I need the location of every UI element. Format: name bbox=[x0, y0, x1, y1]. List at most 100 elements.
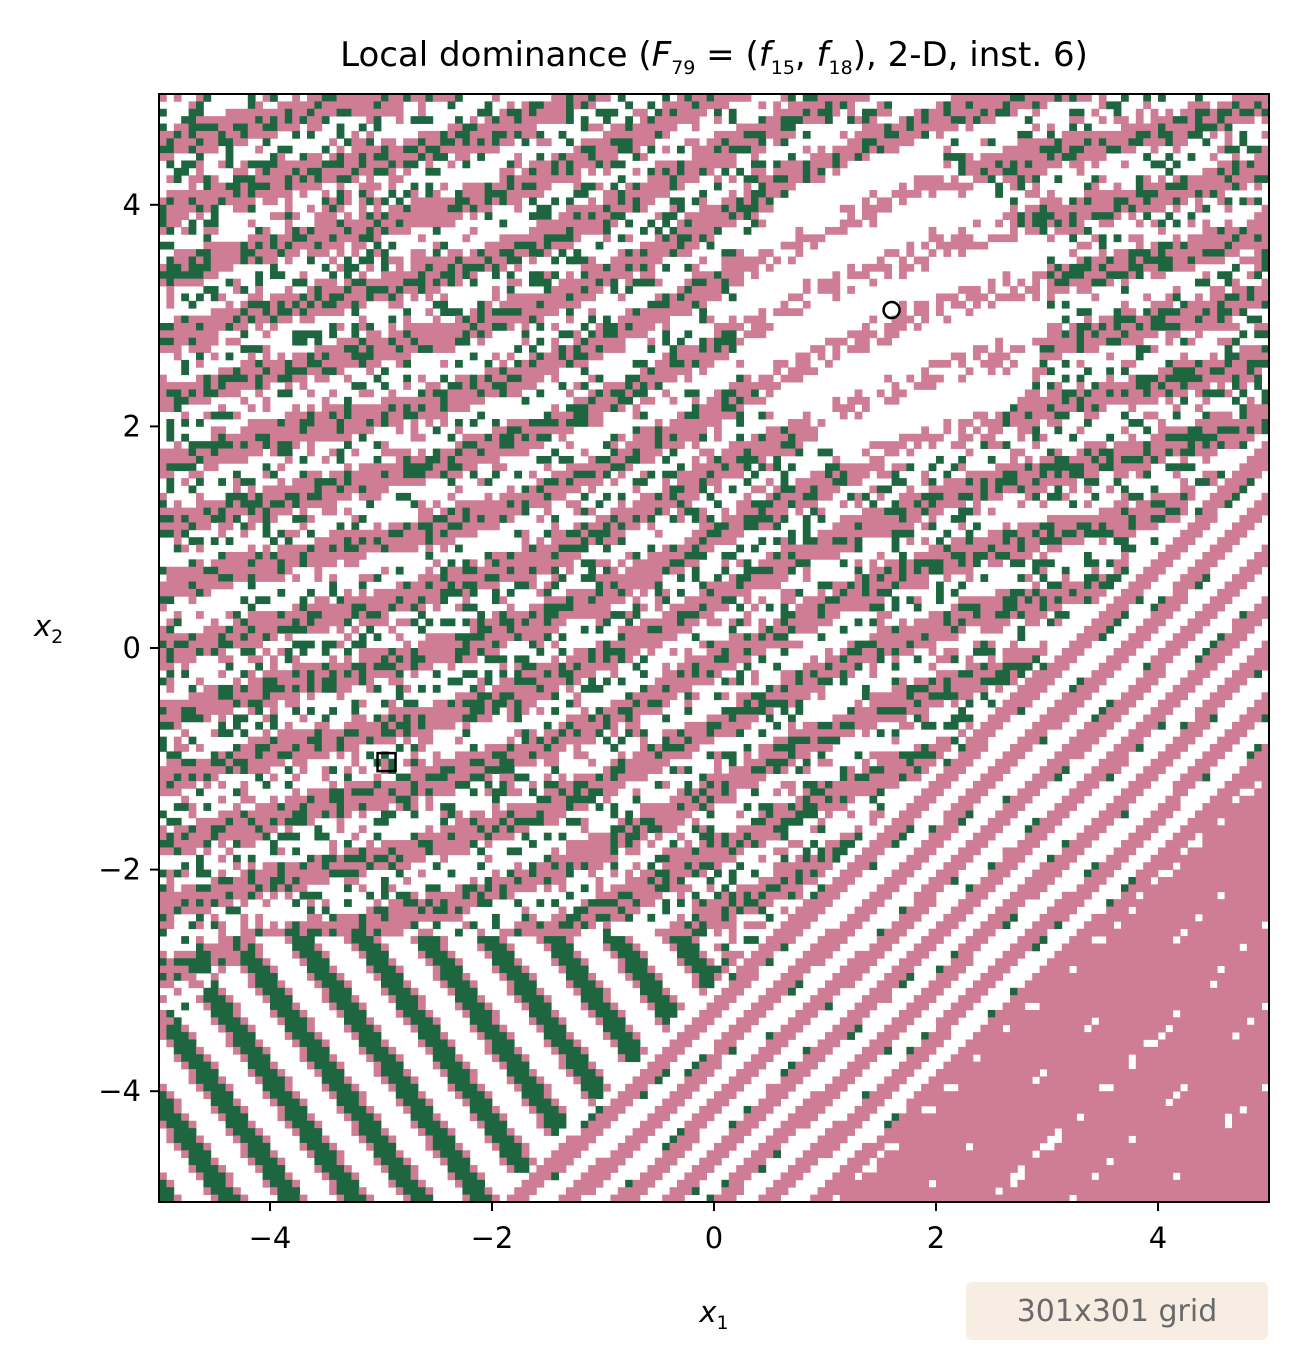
heatmap-cell bbox=[188, 507, 197, 516]
heatmap-cell bbox=[810, 234, 818, 243]
heatmap-cell bbox=[1150, 308, 1159, 316]
heatmap-cell bbox=[1076, 330, 1085, 339]
heatmap-cell bbox=[1202, 249, 1211, 257]
heatmap-cell bbox=[921, 175, 929, 184]
heatmap-cell bbox=[1135, 116, 1144, 124]
heatmap-cell bbox=[736, 411, 744, 420]
heatmap-cell bbox=[395, 226, 404, 235]
heatmap-cell bbox=[751, 382, 759, 390]
heatmap-cell bbox=[1039, 160, 1048, 169]
heatmap-cell bbox=[810, 470, 818, 479]
heatmap-cell bbox=[292, 234, 300, 243]
heatmap-cell bbox=[521, 293, 530, 302]
heatmap-cell bbox=[284, 433, 293, 442]
heatmap-cell bbox=[1202, 300, 1211, 309]
heatmap-cell bbox=[329, 492, 337, 501]
heatmap-cell bbox=[181, 389, 189, 398]
heatmap-cell bbox=[936, 130, 944, 139]
heatmap-cell bbox=[647, 500, 656, 509]
heatmap-cell bbox=[603, 108, 611, 117]
heatmap-cell bbox=[543, 411, 552, 420]
heatmap-cell bbox=[1047, 322, 1055, 331]
heatmap-cell bbox=[255, 382, 263, 390]
heatmap-cell bbox=[617, 293, 626, 302]
heatmap-cell bbox=[1165, 330, 1174, 339]
heatmap-cell bbox=[225, 190, 234, 198]
heatmap-cell bbox=[247, 182, 256, 191]
heatmap-cell bbox=[484, 433, 493, 442]
heatmap-cell bbox=[247, 160, 256, 169]
heatmap-cell bbox=[1061, 470, 1070, 479]
heatmap-cell bbox=[492, 374, 500, 383]
heatmap-cell bbox=[1217, 337, 1225, 346]
heatmap-cell bbox=[1054, 219, 1063, 228]
heatmap-cell bbox=[1113, 308, 1122, 316]
heatmap-cell bbox=[247, 441, 256, 449]
heatmap-cell bbox=[462, 271, 471, 280]
heatmap-cell bbox=[566, 226, 574, 235]
heatmap-cell bbox=[669, 515, 678, 523]
heatmap-cell bbox=[484, 315, 493, 324]
heatmap-cell bbox=[492, 389, 500, 398]
heatmap-cell bbox=[344, 212, 352, 220]
heatmap-cell bbox=[810, 153, 818, 161]
heatmap-cell bbox=[455, 389, 463, 398]
heatmap-cell bbox=[862, 271, 870, 280]
heatmap-cell bbox=[566, 455, 574, 464]
heatmap-cell bbox=[284, 485, 293, 494]
heatmap-cell bbox=[1128, 263, 1137, 272]
heatmap-cell bbox=[1209, 507, 1218, 516]
heatmap-cell bbox=[1024, 485, 1033, 494]
heatmap-cell bbox=[640, 263, 648, 272]
heatmap-cell bbox=[314, 337, 323, 346]
heatmap-cell bbox=[1076, 212, 1085, 220]
heatmap-cell bbox=[388, 293, 397, 302]
heatmap-cell bbox=[233, 175, 241, 184]
heatmap-cell bbox=[432, 153, 441, 161]
heatmap-cell bbox=[469, 256, 478, 265]
heatmap-cell bbox=[366, 256, 374, 265]
heatmap-cell bbox=[928, 374, 937, 383]
heatmap-cell bbox=[1217, 116, 1225, 124]
heatmap-cell bbox=[233, 308, 241, 316]
heatmap-cell bbox=[1039, 219, 1048, 228]
heatmap-cell bbox=[499, 300, 508, 309]
heatmap-cell bbox=[728, 130, 737, 139]
heatmap-cell bbox=[447, 101, 456, 110]
heatmap-cell bbox=[1135, 455, 1144, 464]
heatmap-cell bbox=[218, 249, 226, 257]
heatmap-cell bbox=[751, 256, 759, 265]
heatmap-cell bbox=[699, 426, 707, 435]
heatmap-cell bbox=[1091, 108, 1100, 117]
heatmap-cell bbox=[1098, 116, 1107, 124]
heatmap-cell bbox=[1195, 308, 1203, 316]
heatmap-cell bbox=[684, 478, 693, 486]
heatmap-cell bbox=[247, 175, 256, 184]
heatmap-cell bbox=[958, 101, 966, 110]
heatmap-cell bbox=[418, 337, 426, 346]
heatmap-cell bbox=[995, 293, 1003, 302]
heatmap-cell bbox=[551, 197, 559, 206]
heatmap-cell bbox=[662, 101, 670, 110]
heatmap-cell bbox=[566, 352, 574, 361]
heatmap-cell bbox=[647, 396, 656, 405]
heatmap-cell bbox=[492, 190, 500, 198]
heatmap-cell bbox=[1180, 138, 1188, 147]
heatmap-cell bbox=[351, 322, 360, 331]
heatmap-cell bbox=[314, 308, 323, 316]
heatmap-cell bbox=[876, 256, 885, 265]
heatmap-cell bbox=[995, 108, 1003, 117]
heatmap-cell bbox=[617, 197, 626, 206]
heatmap-cell bbox=[432, 515, 441, 523]
heatmap-cell bbox=[1217, 441, 1225, 449]
heatmap-cell bbox=[839, 160, 848, 169]
heatmap-cell bbox=[936, 234, 944, 243]
heatmap-cell bbox=[1076, 241, 1085, 250]
heatmap-cell bbox=[1246, 145, 1255, 154]
heatmap-cell bbox=[395, 300, 404, 309]
heatmap-cell bbox=[1121, 322, 1129, 331]
heatmap-cell bbox=[181, 116, 189, 124]
heatmap-cell bbox=[270, 197, 278, 206]
heatmap-cell bbox=[662, 322, 670, 331]
heatmap-cell bbox=[1143, 463, 1151, 472]
